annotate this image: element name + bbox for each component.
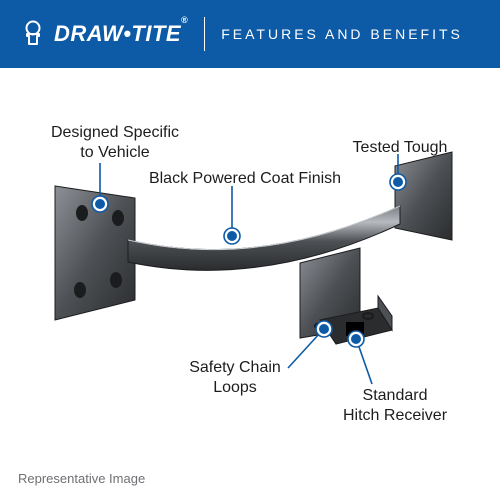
footer-note: Representative Image [18, 471, 145, 486]
header-title: FEATURES AND BENEFITS [221, 26, 463, 42]
callout-loops: Safety Chain Loops [175, 358, 295, 398]
callout-receiver: Standard Hitch Receiver [330, 386, 460, 426]
callout-tested: Tested Tough [340, 138, 460, 158]
header-divider [204, 17, 205, 51]
brand-name: DRAW•TITE® [54, 21, 188, 47]
callout-designed: Designed Specific to Vehicle [35, 123, 195, 163]
hitch-ball-icon [18, 19, 48, 49]
brand-logo: DRAW•TITE® [18, 19, 188, 49]
callout-finish: Black Powered Coat Finish [130, 169, 360, 189]
diagram-stage: Designed Specific to Vehicle Black Powere… [0, 68, 500, 460]
header-bar: DRAW•TITE® FEATURES AND BENEFITS [0, 0, 500, 68]
